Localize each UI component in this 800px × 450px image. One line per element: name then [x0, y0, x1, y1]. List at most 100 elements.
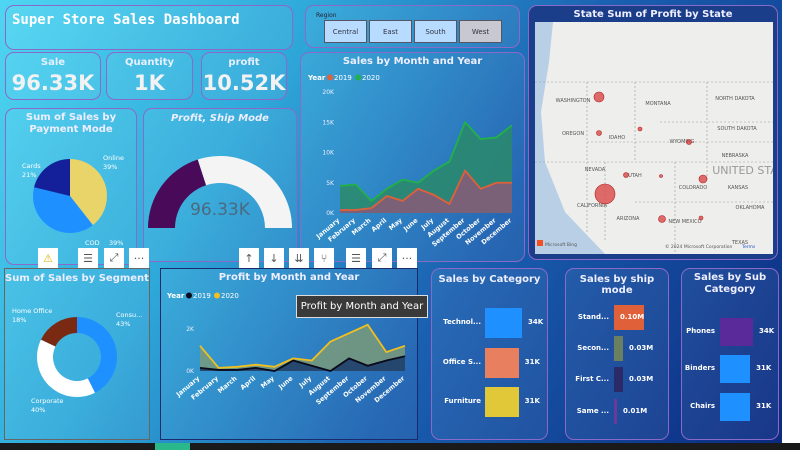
profit-bubble[interactable] — [659, 174, 663, 178]
active-page-tab[interactable] — [155, 443, 190, 450]
slice-corporate — [36, 339, 95, 397]
y-tick-label: 5K — [326, 180, 335, 187]
bar[interactable] — [614, 367, 623, 392]
segment-card[interactable]: Sum of Sales by Segment — [4, 268, 150, 440]
slicer-label: Region — [316, 12, 337, 19]
legend-marker — [214, 292, 220, 299]
slice-label: COD — [85, 239, 100, 247]
line-2020 — [199, 323, 406, 369]
state-profit-map[interactable]: WASHINGTON MONTANA NORTH DAKOTA OREGON IDAHO… — [535, 22, 773, 254]
state-label: COLORADO — [679, 185, 708, 191]
profit-bubble[interactable] — [623, 172, 629, 178]
y-tick-label: 20K — [322, 89, 335, 96]
profit-bubble[interactable] — [686, 139, 692, 145]
drill-down-icon[interactable]: ↓ — [264, 248, 284, 268]
expand-all-icon[interactable]: ⇊ — [289, 248, 309, 268]
legend-label: 2020 — [362, 74, 380, 82]
bar-category-label: Secon... — [577, 343, 609, 352]
legend-marker — [355, 74, 361, 81]
line-2020 — [339, 120, 513, 203]
bar[interactable] — [614, 305, 644, 330]
more-options-icon[interactable]: ··· — [397, 248, 417, 268]
slicer-option-west[interactable]: West — [459, 20, 502, 43]
map-ocean — [535, 22, 605, 254]
map-terms-link[interactable]: Terms — [741, 244, 756, 250]
gauge-value: 96.33K — [190, 200, 251, 220]
profit-bubble[interactable] — [596, 130, 602, 136]
state-label: WYOMING — [669, 139, 694, 145]
bar[interactable] — [720, 318, 753, 346]
slice-label: Cards — [22, 162, 41, 170]
profit-bubble[interactable] — [698, 215, 704, 221]
bar[interactable] — [614, 399, 617, 424]
expand-hierarchy-icon[interactable]: ⑂ — [314, 248, 334, 268]
chart-title: Sales by ship mode — [579, 274, 655, 296]
filter-icon[interactable]: ☰ — [346, 248, 366, 268]
focus-mode-icon[interactable]: ⤢ — [104, 248, 124, 268]
x-tick-label: May — [259, 374, 276, 390]
bar[interactable] — [614, 336, 623, 361]
slicer-option-central[interactable]: Central — [324, 20, 367, 43]
area-2019 — [340, 170, 512, 213]
slice-value: 40% — [31, 406, 45, 414]
kpi-card-quantity: Quantity 1K — [106, 52, 193, 100]
bar-value-label: 34K — [528, 318, 544, 326]
chart-title: Sales by Sub Category — [693, 272, 767, 295]
state-label: UNITED STA — [712, 164, 773, 177]
state-label: NEVADA — [585, 167, 606, 173]
drill-up-icon[interactable]: ↑ — [239, 248, 259, 268]
state-label: KANSAS — [728, 185, 748, 191]
bar-category-label: First C... — [575, 374, 609, 383]
bar-value-label: 31K — [524, 358, 540, 366]
profit-bubble[interactable] — [594, 183, 616, 205]
legend-marker — [327, 74, 333, 81]
slice-value: 18% — [12, 316, 26, 324]
profit-bubble[interactable] — [698, 174, 708, 184]
title-card: Super Store Sales Dashboard — [5, 5, 293, 50]
slicer-option-east[interactable]: East — [369, 20, 412, 43]
bar-category-label: Furniture — [444, 397, 481, 405]
slicer-option-south[interactable]: South — [414, 20, 457, 43]
bar-value-label: 34K — [759, 327, 775, 335]
state-label: IDAHO — [609, 135, 625, 141]
bar[interactable] — [720, 393, 751, 421]
state-label: ARIZONA — [617, 216, 640, 222]
state-label: WASHINGTON — [556, 98, 591, 104]
profit-bubble[interactable] — [593, 91, 605, 103]
state-label: MONTANA — [645, 101, 671, 107]
filter-icon[interactable]: ☰ — [78, 248, 98, 268]
chart-title: Sum of Sales by Segment — [5, 273, 149, 284]
legend-title: Year — [166, 292, 185, 300]
y-tick-label: 0K — [186, 368, 195, 375]
kpi-value: 1K — [134, 71, 165, 95]
chart-title: Profit by Month and Year — [218, 272, 360, 283]
state-label: NORTH DAKOTA — [715, 96, 755, 102]
more-options-icon[interactable]: ··· — [129, 248, 149, 268]
legend-marker — [186, 292, 192, 299]
bar-value-label: 0.10M — [620, 312, 645, 321]
kpi-label: Sale — [40, 57, 66, 68]
slice-label: Corporate — [31, 397, 64, 405]
bar[interactable] — [485, 387, 519, 417]
bar-value-label: 31K — [756, 364, 772, 372]
x-tick-label: March — [216, 374, 239, 395]
slice-label: Consu... — [116, 311, 142, 319]
map-land — [535, 22, 773, 254]
profit-bubble[interactable] — [658, 215, 666, 223]
chart-title: State Sum of Profit by State — [573, 9, 733, 20]
bar-value-label: 0.03M — [629, 374, 654, 383]
bar[interactable] — [720, 355, 751, 383]
slice-online — [70, 159, 108, 226]
profit-bubble[interactable] — [637, 126, 643, 132]
bar-value-label: 31K — [756, 402, 772, 410]
state-label: NEBRASKA — [722, 153, 749, 159]
bar[interactable] — [485, 308, 522, 338]
bar-value-label: 0.03M — [629, 343, 654, 352]
warning-icon[interactable]: ⚠ — [38, 248, 58, 268]
kpi-card-sale: Sale 96.33K — [5, 52, 101, 100]
focus-mode-icon[interactable]: ⤢ — [372, 248, 392, 268]
y-tick-label: 2K — [186, 326, 195, 333]
y-tick-label: 0K — [326, 210, 335, 217]
bar[interactable] — [485, 348, 519, 378]
bar-category-label: Binders — [684, 364, 715, 372]
